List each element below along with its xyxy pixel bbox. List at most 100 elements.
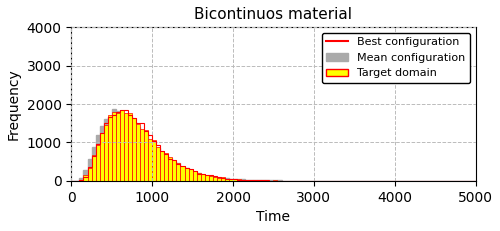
Bar	[172, 160, 176, 181]
Bar	[209, 176, 213, 181]
Bar	[116, 112, 120, 181]
Bar	[132, 118, 136, 181]
Bar	[225, 178, 229, 181]
Bar	[108, 117, 112, 181]
Bar	[88, 159, 92, 181]
Legend: Best configuration, Mean configuration, Target domain: Best configuration, Mean configuration, …	[322, 33, 470, 83]
Bar	[274, 180, 278, 181]
Bar	[156, 148, 160, 181]
Bar	[188, 171, 192, 181]
Bar	[156, 147, 160, 181]
Bar	[92, 155, 96, 181]
Bar	[112, 112, 116, 181]
Bar	[152, 140, 156, 181]
Bar	[192, 171, 196, 181]
Bar	[221, 177, 225, 181]
Bar	[116, 110, 120, 181]
Bar	[112, 109, 116, 181]
Bar	[132, 122, 136, 181]
Bar	[200, 175, 204, 181]
Bar	[176, 163, 180, 181]
Bar	[258, 180, 262, 181]
Bar	[196, 173, 200, 181]
Bar	[204, 175, 209, 181]
Bar	[104, 119, 108, 181]
Bar	[88, 168, 92, 181]
Bar	[128, 117, 132, 181]
Bar	[217, 178, 221, 181]
Bar	[249, 180, 253, 181]
Bar	[192, 172, 196, 181]
Bar	[80, 178, 84, 181]
Bar	[148, 141, 152, 181]
Bar	[120, 114, 124, 181]
Bar	[176, 163, 180, 181]
Bar	[104, 125, 108, 181]
Bar	[144, 134, 148, 181]
Bar	[140, 131, 144, 181]
Bar	[140, 129, 144, 181]
Bar	[204, 176, 209, 181]
Bar	[160, 151, 164, 181]
Bar	[270, 180, 274, 181]
Bar	[217, 178, 221, 181]
Bar	[160, 153, 164, 181]
Bar	[270, 180, 274, 181]
Bar	[164, 156, 168, 181]
Bar	[80, 180, 84, 181]
Bar	[152, 147, 156, 181]
Bar	[100, 126, 103, 181]
Bar	[124, 116, 128, 181]
Bar	[253, 180, 258, 181]
Bar	[233, 179, 237, 181]
Bar	[120, 110, 124, 181]
Title: Bicontinuos material: Bicontinuos material	[194, 7, 352, 22]
Bar	[84, 176, 87, 181]
Bar	[124, 113, 128, 181]
Bar	[96, 145, 100, 181]
Bar	[172, 162, 176, 181]
Bar	[274, 180, 278, 181]
Bar	[278, 180, 281, 181]
Bar	[213, 177, 217, 181]
Bar	[213, 177, 217, 181]
Bar	[184, 168, 188, 181]
Bar	[209, 176, 213, 181]
Bar	[136, 127, 140, 181]
Y-axis label: Frequency: Frequency	[7, 68, 21, 140]
Bar	[245, 180, 249, 181]
Bar	[241, 180, 245, 181]
Bar	[108, 115, 112, 181]
Bar	[92, 147, 96, 181]
Bar	[249, 180, 253, 181]
Bar	[196, 173, 200, 181]
Bar	[84, 170, 87, 181]
Bar	[136, 124, 140, 181]
Bar	[100, 133, 103, 181]
Bar	[180, 167, 184, 181]
Bar	[241, 179, 245, 181]
Bar	[200, 174, 204, 181]
Bar	[229, 179, 233, 181]
Bar	[144, 130, 148, 181]
Bar	[237, 179, 241, 181]
Bar	[184, 168, 188, 181]
Bar	[168, 157, 172, 181]
Bar	[221, 178, 225, 181]
Bar	[237, 179, 241, 181]
Bar	[164, 153, 168, 181]
Bar	[128, 113, 132, 181]
Bar	[168, 158, 172, 181]
Bar	[245, 180, 249, 181]
Bar	[262, 180, 266, 181]
Bar	[188, 169, 192, 181]
Bar	[266, 180, 270, 181]
Bar	[253, 180, 258, 181]
Bar	[96, 135, 100, 181]
Bar	[148, 140, 152, 181]
Bar	[258, 180, 262, 181]
X-axis label: Time: Time	[256, 210, 290, 224]
Bar	[233, 179, 237, 181]
Bar	[225, 179, 229, 181]
Bar	[180, 166, 184, 181]
